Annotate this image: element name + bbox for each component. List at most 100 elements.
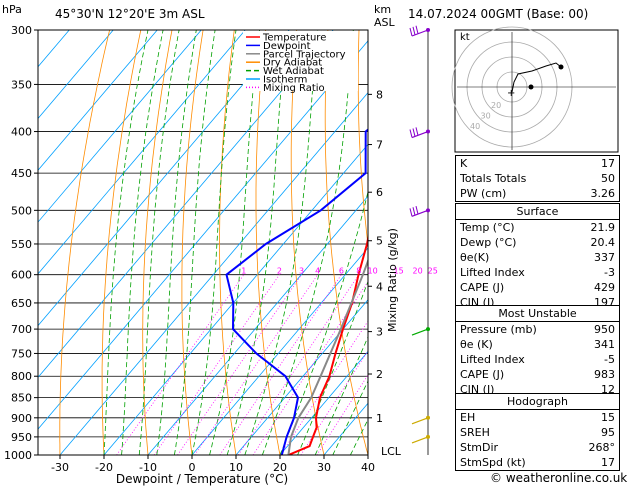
hodograph-panel: Hodograph EH 15 SREH 95 StmDir 268° StmSpd (kt… <box>455 393 620 471</box>
surface-label: Dewp (°C) <box>460 236 517 249</box>
temp-tick-label: -30 <box>51 461 69 474</box>
temp-tick-label: 40 <box>361 461 375 474</box>
lcl-label: LCL <box>381 445 402 458</box>
hodograph-label: StmSpd (kt) <box>460 456 526 469</box>
pressure-tick-label: 900 <box>11 412 32 425</box>
hodograph-value: 95 <box>601 426 615 439</box>
indices-rows: K 17 Totals Totals 50 PW (cm) 3.26 <box>456 156 619 201</box>
wind-barb-staff <box>411 29 429 37</box>
km-tick-label: 8 <box>376 88 383 101</box>
km-tick-label: 6 <box>376 186 383 199</box>
isotherm-line <box>191 247 368 455</box>
surface-row: Temp (°C) 21.9 <box>456 220 619 235</box>
mixing-ratio-label: 4 <box>315 267 320 276</box>
index-value: 3.26 <box>590 187 616 200</box>
surface-title: Surface <box>456 204 619 220</box>
index-row: Totals Totals 50 <box>456 171 619 186</box>
wind-barb-staff <box>411 328 429 336</box>
pressure-tick-label: 550 <box>11 238 32 251</box>
hodograph-label: EH <box>460 411 476 424</box>
dry-adiabat-line <box>290 30 325 455</box>
pressure-tick-label: 450 <box>11 167 32 180</box>
surface-row: θe(K) 337 <box>456 250 619 265</box>
wind-barb-staff <box>411 130 429 139</box>
dry-adiabat-line <box>59 30 111 455</box>
temp-tick-label: 0 <box>189 461 196 474</box>
hodograph-ring-label: 30 <box>481 112 491 121</box>
km-tick-label: 3 <box>376 326 383 339</box>
most-unstable-value: 341 <box>594 338 615 351</box>
most-unstable-row: Pressure (mb) 950 <box>456 322 619 337</box>
dry-adiabat-line <box>219 30 237 455</box>
pressure-tick-label: 650 <box>11 297 32 310</box>
most-unstable-value: 12 <box>601 383 615 396</box>
km-tick-label: 4 <box>376 280 383 293</box>
wet-adiabat-line <box>226 30 287 455</box>
x-axis-label: Dewpoint / Temperature (°C) <box>116 472 288 486</box>
wind-barb-flag <box>409 129 413 138</box>
mixing-ratio-label: 2 <box>277 267 282 276</box>
mixing-ratio-line <box>116 274 245 455</box>
temp-tick-label: -10 <box>139 461 157 474</box>
axes: 3003504004505005506006507007508008509009… <box>4 24 438 474</box>
datetime-title: 14.07.2024 00GMT (Base: 00) <box>408 7 588 21</box>
location-title: 45°30'N 12°20'E 3m ASL <box>55 7 205 21</box>
isotherm-line <box>38 40 368 430</box>
most-unstable-value: 983 <box>594 368 615 381</box>
mixing-ratio-axis-label: Mixing Ratio (g/kg) <box>386 228 399 332</box>
pressure-tick-label: 1000 <box>4 449 32 462</box>
indices-panel: K 17 Totals Totals 50 PW (cm) 3.26 <box>455 155 620 202</box>
wind-barb-axis <box>409 25 430 455</box>
wind-barb-staff <box>411 436 429 444</box>
isotherm-line <box>38 30 114 120</box>
wet-adiabat-line <box>174 30 216 455</box>
hodograph-end-marker <box>558 64 564 70</box>
index-row: K 17 <box>456 156 619 171</box>
most-unstable-label: Pressure (mb) <box>460 323 537 336</box>
dry-adiabat-line <box>142 30 173 455</box>
surface-label: Temp (°C) <box>460 221 515 234</box>
surface-value: 21.9 <box>590 221 616 234</box>
hodograph-ring-label: 20 <box>491 101 501 110</box>
dry-adiabat-line <box>181 30 204 455</box>
temp-tick-label: -20 <box>95 461 113 474</box>
profile-lines <box>225 128 368 455</box>
surface-row: Dewp (°C) 20.4 <box>456 235 619 250</box>
hodograph-value: 268° <box>588 441 616 454</box>
wet-adiabat-line <box>332 380 368 455</box>
temp-tick-label: 10 <box>229 461 243 474</box>
km-tick-label: 1 <box>376 412 383 425</box>
dewpoint-line <box>225 128 368 455</box>
hodograph-label: StmDir <box>460 441 499 454</box>
isotherm-line <box>103 143 368 455</box>
wind-barb-flag <box>415 127 419 136</box>
legend-background <box>243 31 358 91</box>
storm-motion-marker <box>528 84 534 90</box>
surface-panel: Surface Temp (°C) 21.9 Dewp (°C) 20.4 θe(K) 3… <box>455 203 620 311</box>
isotherm-line <box>38 30 202 223</box>
km-tick-label: 7 <box>376 139 383 152</box>
isotherm-line <box>147 195 368 455</box>
legend-entry: Temperature <box>262 33 326 44</box>
surface-label: Lifted Index <box>460 266 525 279</box>
dry-adiabat-line <box>255 30 281 455</box>
background-lines <box>38 30 368 455</box>
wind-barb-flag <box>412 26 416 36</box>
mixing-ratio-label: 1 <box>241 267 246 276</box>
index-label: K <box>460 157 468 170</box>
most-unstable-value: 950 <box>594 323 615 336</box>
pressure-tick-label: 750 <box>11 347 32 360</box>
wind-barb-staff <box>411 209 429 217</box>
index-label: Totals Totals <box>460 172 527 185</box>
most-unstable-title: Most Unstable <box>456 306 619 322</box>
wind-barb-flag <box>412 207 416 216</box>
legend-entry: Dry Adiabat <box>263 58 322 69</box>
most-unstable-label: CAPE (J) <box>460 368 505 381</box>
isotherm-line <box>279 350 368 455</box>
isotherm-line <box>235 299 368 455</box>
wet-adiabat-line <box>191 30 237 455</box>
dry-adiabat-line <box>101 30 142 455</box>
